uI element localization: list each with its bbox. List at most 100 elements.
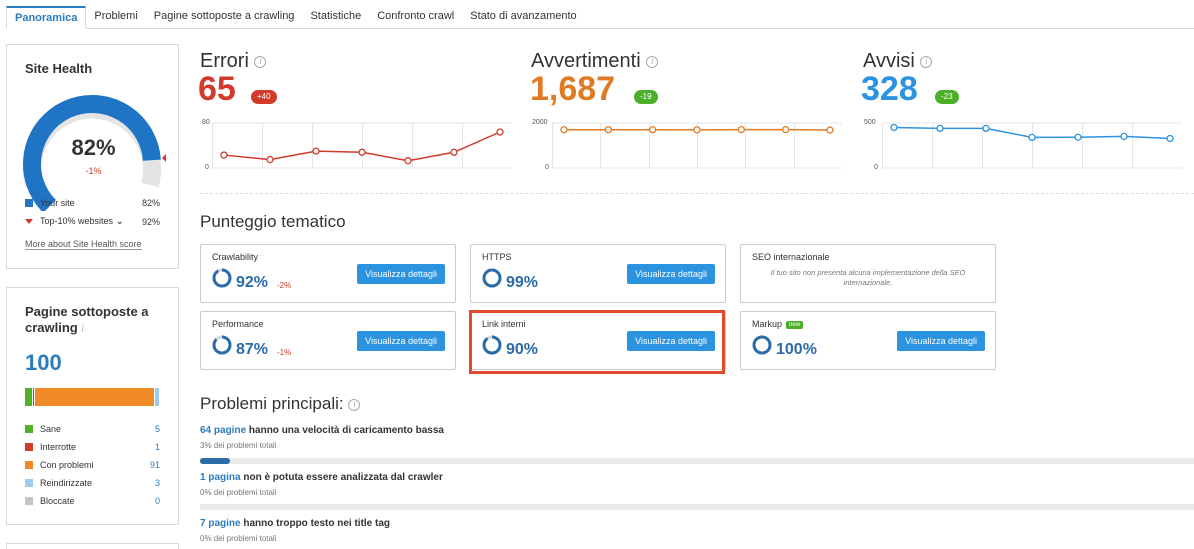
legend-label: Top-10% websites xyxy=(40,216,114,226)
score-pct: 90% xyxy=(506,341,539,358)
trend-point xyxy=(890,123,898,132)
info-icon[interactable]: i xyxy=(254,55,267,68)
legend-swatch xyxy=(25,425,33,433)
legend-label: Bloccate xyxy=(40,496,75,506)
ring-chart-icon xyxy=(482,268,502,288)
issue-count-link[interactable]: 7 pagine xyxy=(200,518,241,529)
view-details-button[interactable]: Visualizza dettagli xyxy=(627,264,715,284)
warnings-trend-chart[interactable] xyxy=(552,118,842,178)
legend-label: Con problemi xyxy=(40,460,94,470)
crawl-legend-row: Sane xyxy=(25,422,61,436)
crawled-title-text: Pagine sottoposte a crawling xyxy=(25,304,149,335)
score-delta: -1% xyxy=(277,348,292,357)
trend-point xyxy=(312,147,320,155)
issue-share-fill xyxy=(200,458,230,464)
tab-stato-avanzamento[interactable]: Stato di avanzamento xyxy=(470,10,577,22)
score-box-markup: Markup new 100% Visualizza dettagli xyxy=(740,311,996,370)
tab-panoramica[interactable]: Panoramica xyxy=(6,6,87,29)
tab-pagine-crawling[interactable]: Pagine sottoposte a crawling xyxy=(153,10,295,22)
crawl-legend-row: Bloccate xyxy=(25,494,75,508)
view-details-button[interactable]: Visualizza dettagli xyxy=(357,331,445,351)
issue-share-bar xyxy=(200,504,1194,510)
errors-value[interactable]: 65 xyxy=(198,70,236,108)
score-pct: 99% xyxy=(506,274,539,291)
ring-fill xyxy=(212,335,232,355)
score-name: HTTPS xyxy=(482,252,512,262)
score-box-performance: Performance 87% -1% Visualizza dettagli xyxy=(200,311,456,370)
legend-value[interactable]: 1 xyxy=(154,442,160,452)
errors-ymax: 80 xyxy=(202,119,210,126)
top-issues-title-text: Problemi principali: xyxy=(200,394,344,413)
issue-share: 3% dei problemi totali xyxy=(200,441,277,450)
score-name: Markup new xyxy=(752,319,804,329)
ring-chart-icon xyxy=(752,335,772,355)
score-name: Link interni xyxy=(482,319,526,329)
legend-swatch xyxy=(25,461,33,469)
info-icon[interactable]: i xyxy=(348,398,361,411)
errors-title-text: Errori xyxy=(200,50,249,72)
warnings-badge: -19 xyxy=(634,90,658,104)
errors-trend-chart[interactable] xyxy=(212,118,512,178)
warnings-title: Avvertimenti i xyxy=(531,50,659,73)
ring-chart-icon xyxy=(212,335,232,355)
score-box-seo-internazionale: SEO internazionale Il tuo sito non prese… xyxy=(740,244,996,303)
issue-share: 0% dei problemi totali xyxy=(200,488,277,497)
trend-point xyxy=(1028,133,1036,142)
notices-ymin: 0 xyxy=(874,164,878,171)
warnings-value[interactable]: 1,687 xyxy=(530,70,616,108)
score-name-text: Markup xyxy=(752,319,783,329)
score-name: SEO internazionale xyxy=(752,252,830,262)
trend-point xyxy=(404,157,412,165)
crawl-legend-row: Reindirizzate xyxy=(25,476,92,490)
trend-point xyxy=(1074,133,1082,141)
trend-point xyxy=(936,124,944,133)
trend-point xyxy=(450,148,458,156)
view-details-button[interactable]: Visualizza dettagli xyxy=(897,331,985,351)
score-box-link-interni: Link interni 90% Visualizza dettagli xyxy=(470,311,726,370)
crawled-count[interactable]: 100 xyxy=(25,350,62,375)
legend-value[interactable]: 91 xyxy=(149,460,160,470)
legend-label: Your site xyxy=(40,198,75,208)
crawl-legend-row: Con problemi xyxy=(25,458,94,472)
site-health-link[interactable]: More about Site Health score xyxy=(25,239,142,250)
bar-segment xyxy=(34,388,156,406)
legend-your-site: Your site xyxy=(25,196,75,210)
info-icon[interactable]: i xyxy=(920,55,933,68)
highlight-frame xyxy=(469,310,725,374)
tab-statistiche[interactable]: Statistiche xyxy=(310,10,362,22)
errors-title: Errori i xyxy=(200,50,267,73)
divider xyxy=(200,193,1194,194)
chevron-down-icon[interactable]: ⌄ xyxy=(116,215,124,226)
trend-point xyxy=(496,128,504,136)
legend-value[interactable]: 5 xyxy=(154,424,160,434)
trend-point xyxy=(266,155,274,164)
tab-confronto-crawl[interactable]: Confronto crawl xyxy=(377,10,455,22)
issue-count-link[interactable]: 64 pagine xyxy=(200,425,247,436)
trend-point xyxy=(358,148,366,156)
notices-title: Avvisi i xyxy=(863,50,933,73)
warnings-ymin: 0 xyxy=(545,164,549,171)
legend-label: Interrotte xyxy=(40,442,77,452)
legend-top10[interactable]: Top-10% websites ⌄ xyxy=(25,214,124,228)
trend-point xyxy=(982,124,990,133)
notices-trend-chart[interactable] xyxy=(882,118,1182,178)
ring-fill xyxy=(212,268,232,288)
view-details-button[interactable]: Visualizza dettagli xyxy=(357,264,445,284)
info-icon[interactable]: i xyxy=(646,55,659,68)
issue-count-link[interactable]: 1 pagina xyxy=(200,472,241,483)
next-card xyxy=(6,543,179,549)
legend-value[interactable]: 0 xyxy=(154,496,160,506)
tab-problemi[interactable]: Problemi xyxy=(94,10,138,22)
issue-row: 7 pagine hanno troppo testo nei title ta… xyxy=(200,518,390,529)
score-name: Crawlability xyxy=(212,252,259,262)
ring-chart-icon xyxy=(482,335,502,355)
view-details-button[interactable]: Visualizza dettagli xyxy=(627,331,715,351)
notices-value[interactable]: 328 xyxy=(861,70,918,108)
issue-row: 1 pagina non è potuta essere analizzata … xyxy=(200,472,443,483)
info-icon[interactable]: i xyxy=(81,324,84,335)
warnings-ymax: 2000 xyxy=(532,119,548,126)
notices-badge: -23 xyxy=(935,90,959,104)
legend-value[interactable]: 3 xyxy=(154,478,160,488)
site-health-score: 82% xyxy=(71,135,116,160)
your-site-swatch xyxy=(25,199,33,207)
